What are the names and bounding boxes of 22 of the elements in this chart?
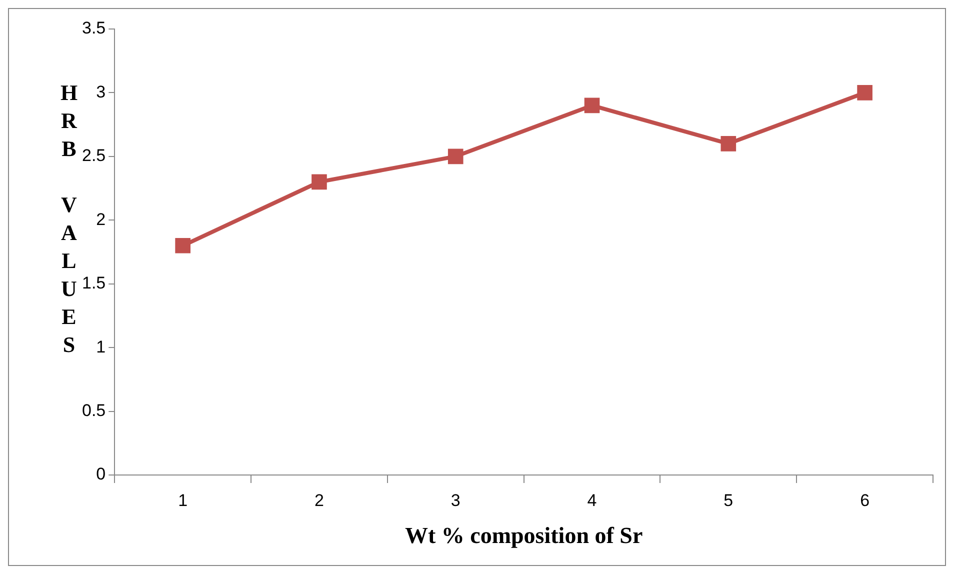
x-tick-label: 1 <box>178 490 188 510</box>
y-tick-label: 0 <box>96 464 106 484</box>
x-tick-label: 5 <box>724 490 734 510</box>
y-tick-label: 2 <box>96 210 106 229</box>
y-tick-label: 1 <box>96 337 106 356</box>
point <box>448 148 464 164</box>
x-tick-label: 3 <box>450 490 460 510</box>
x-axis-title: Wt % composition of Sr <box>404 523 643 548</box>
point <box>857 85 872 100</box>
y-tick-label: 2.5 <box>82 146 106 166</box>
y-tick-label: 3.5 <box>82 18 106 38</box>
y-tick-label: 0.5 <box>82 400 106 420</box>
x-tick-label: 4 <box>587 490 597 510</box>
x-tick-label: 2 <box>314 490 324 510</box>
text: HRB VALUES <box>60 80 78 357</box>
y-tick-label: 3 <box>96 82 106 102</box>
point <box>175 238 190 254</box>
point <box>312 174 327 190</box>
point <box>720 136 736 152</box>
point <box>584 98 600 114</box>
x-tick-label: 6 <box>860 490 870 510</box>
y-tick-label: 1.5 <box>82 274 106 293</box>
